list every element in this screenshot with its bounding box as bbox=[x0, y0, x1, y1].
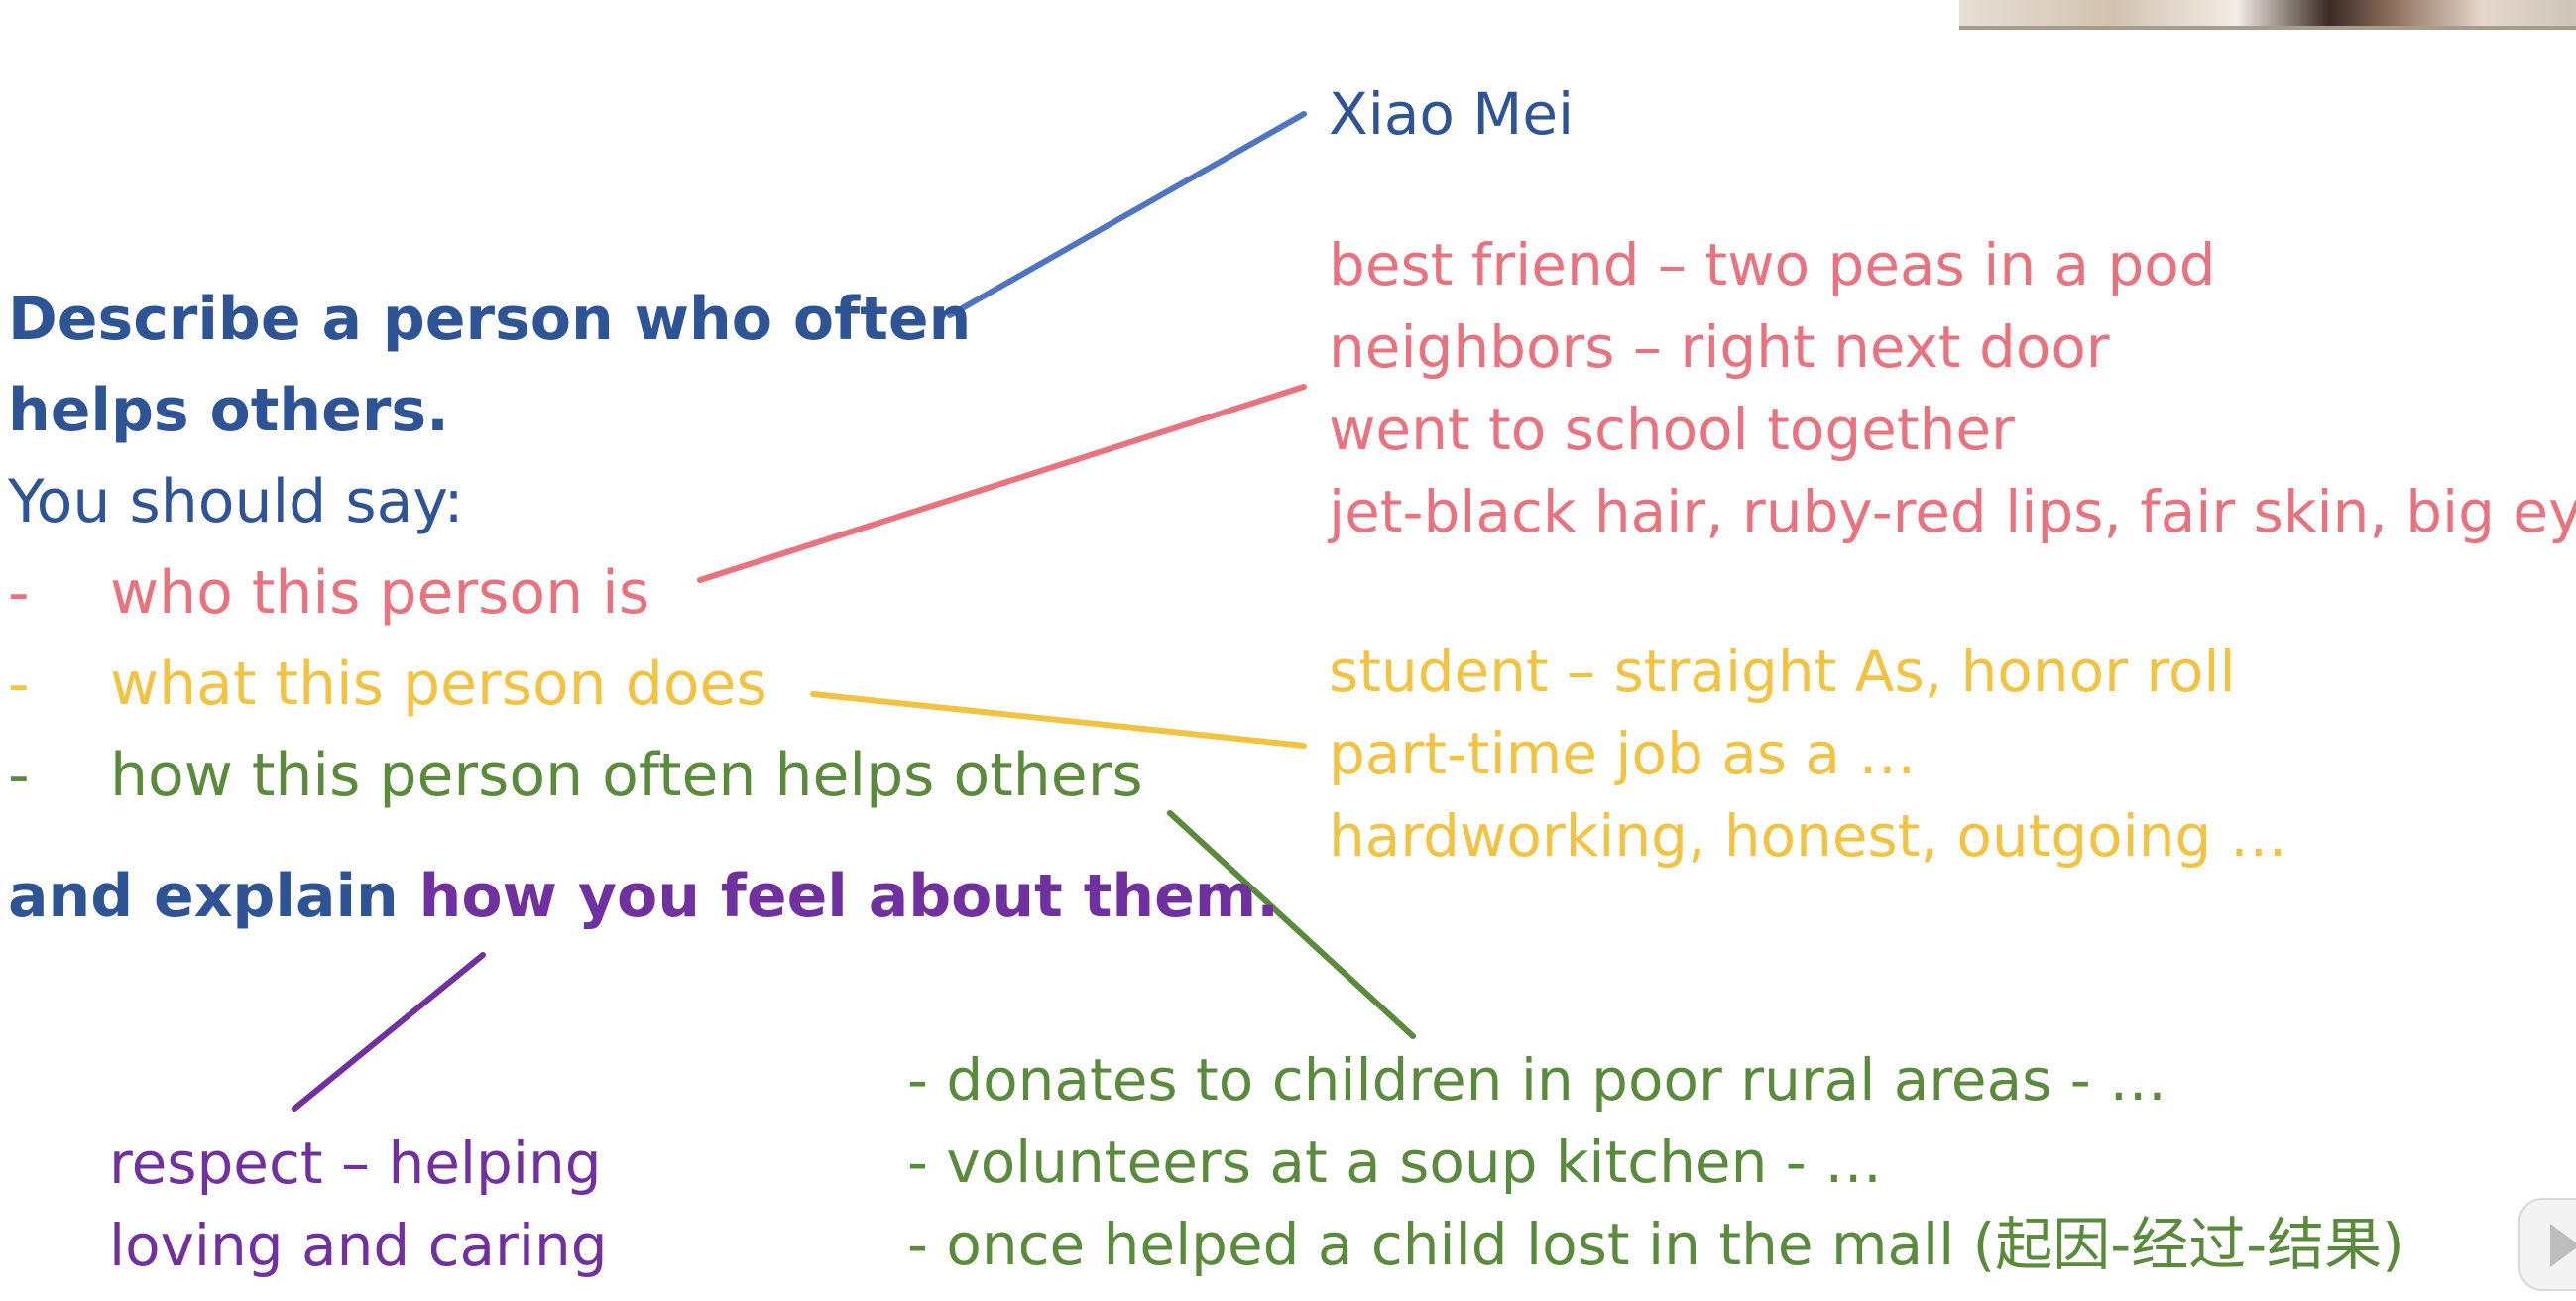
note-who-item: jet-black hair, ruby-red lips, fair skin… bbox=[1329, 478, 2576, 545]
note-name: Xiao Mei bbox=[1329, 80, 1575, 148]
bullet-dash: - bbox=[8, 650, 30, 719]
note-does-item: hardworking, honest, outgoing … bbox=[1329, 802, 2287, 870]
note-helps-item: - once helped a child lost in the mall (… bbox=[907, 1211, 2404, 1278]
bullet-text: how this person often helps others bbox=[110, 741, 1143, 810]
explain-line: and explain how you feel about them. bbox=[8, 851, 1279, 942]
you-should-say-label: You should say: bbox=[8, 467, 464, 536]
webcam-video-strip bbox=[1959, 0, 2576, 30]
play-icon bbox=[2550, 1224, 2576, 1267]
play-button[interactable] bbox=[2518, 1198, 2576, 1291]
note-who-item: neighbors – right next door bbox=[1329, 313, 2110, 381]
bullet-text: what this person does bbox=[110, 650, 767, 719]
notes-feel: respect – helping loving and caring bbox=[109, 1123, 608, 1287]
bullet-text: who this person is bbox=[110, 558, 650, 628]
notes-does: student – straight As, honor roll part-t… bbox=[1329, 631, 2287, 878]
note-who-item: went to school together bbox=[1329, 396, 2015, 463]
connector-does bbox=[810, 691, 1307, 749]
note-does-item: student – straight As, honor roll bbox=[1329, 638, 2236, 705]
connector-helps bbox=[1167, 810, 1416, 1039]
explain-highlight: how you feel about them. bbox=[418, 862, 1280, 931]
note-who-item: best friend – two peas in a pod bbox=[1329, 231, 2216, 298]
prompt-title-line1: Describe a person who often bbox=[8, 285, 972, 354]
bullet-who: - who this person is bbox=[8, 547, 649, 639]
connector-feel bbox=[292, 952, 486, 1112]
bullet-helps: - how this person often helps others bbox=[8, 730, 1143, 821]
note-feel-item: loving and caring bbox=[109, 1212, 608, 1279]
note-does-item: part-time job as a … bbox=[1329, 720, 1917, 787]
note-helps-item: - volunteers at a soup kitchen - … bbox=[907, 1128, 1883, 1196]
note-feel-item: respect – helping bbox=[109, 1129, 602, 1197]
prompt-title-line2: helps others. bbox=[8, 376, 449, 445]
note-helps-item: - donates to children in poor rural area… bbox=[907, 1046, 2167, 1114]
bullet-dash: - bbox=[8, 741, 30, 810]
bullet-dash: - bbox=[8, 558, 30, 628]
bullet-does: - what this person does bbox=[8, 639, 767, 730]
connector-who bbox=[697, 384, 1307, 583]
notes-helps: - donates to children in poor rural area… bbox=[907, 1039, 2404, 1286]
explain-prefix: and explain bbox=[8, 862, 419, 931]
connector-name bbox=[947, 111, 1307, 318]
notes-who: best friend – two peas in a pod neighbor… bbox=[1329, 224, 2576, 553]
